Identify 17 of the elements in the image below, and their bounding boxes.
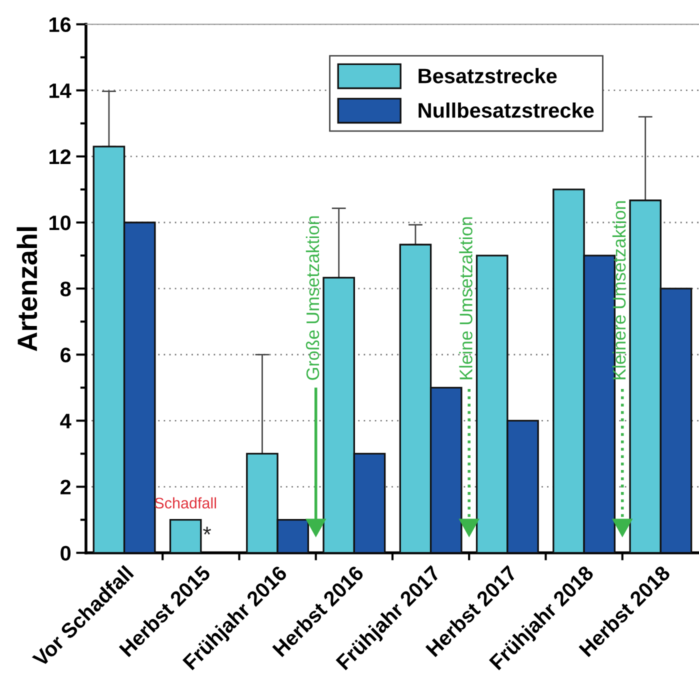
y-tick-label: 6	[60, 348, 71, 362]
annotation: *	[203, 526, 212, 535]
bar	[169, 518, 202, 553]
y-tick-label: 14	[50, 84, 72, 98]
y-tick-label: 0	[60, 546, 71, 561]
y-tick-label: 12	[50, 149, 71, 164]
y-tick-label: 2	[60, 480, 71, 494]
legend-label: Nullbesatzstrecke	[418, 102, 594, 118]
y-tick-label: 10	[50, 216, 71, 230]
ref-line-label: Große Umsetzaktion	[306, 216, 320, 380]
legend-label: Besatzstrecke	[418, 68, 557, 84]
ref-line-label: Kleinere Umsetzaktion	[612, 201, 626, 380]
y-tick-label: 4	[60, 414, 72, 428]
ref-line-label: Kleine Umsetzaktion	[459, 217, 472, 380]
y-tick-label: 16	[50, 17, 71, 32]
y-axis-title: Artenzahl	[16, 227, 38, 352]
y-tick-label: 8	[60, 282, 71, 296]
